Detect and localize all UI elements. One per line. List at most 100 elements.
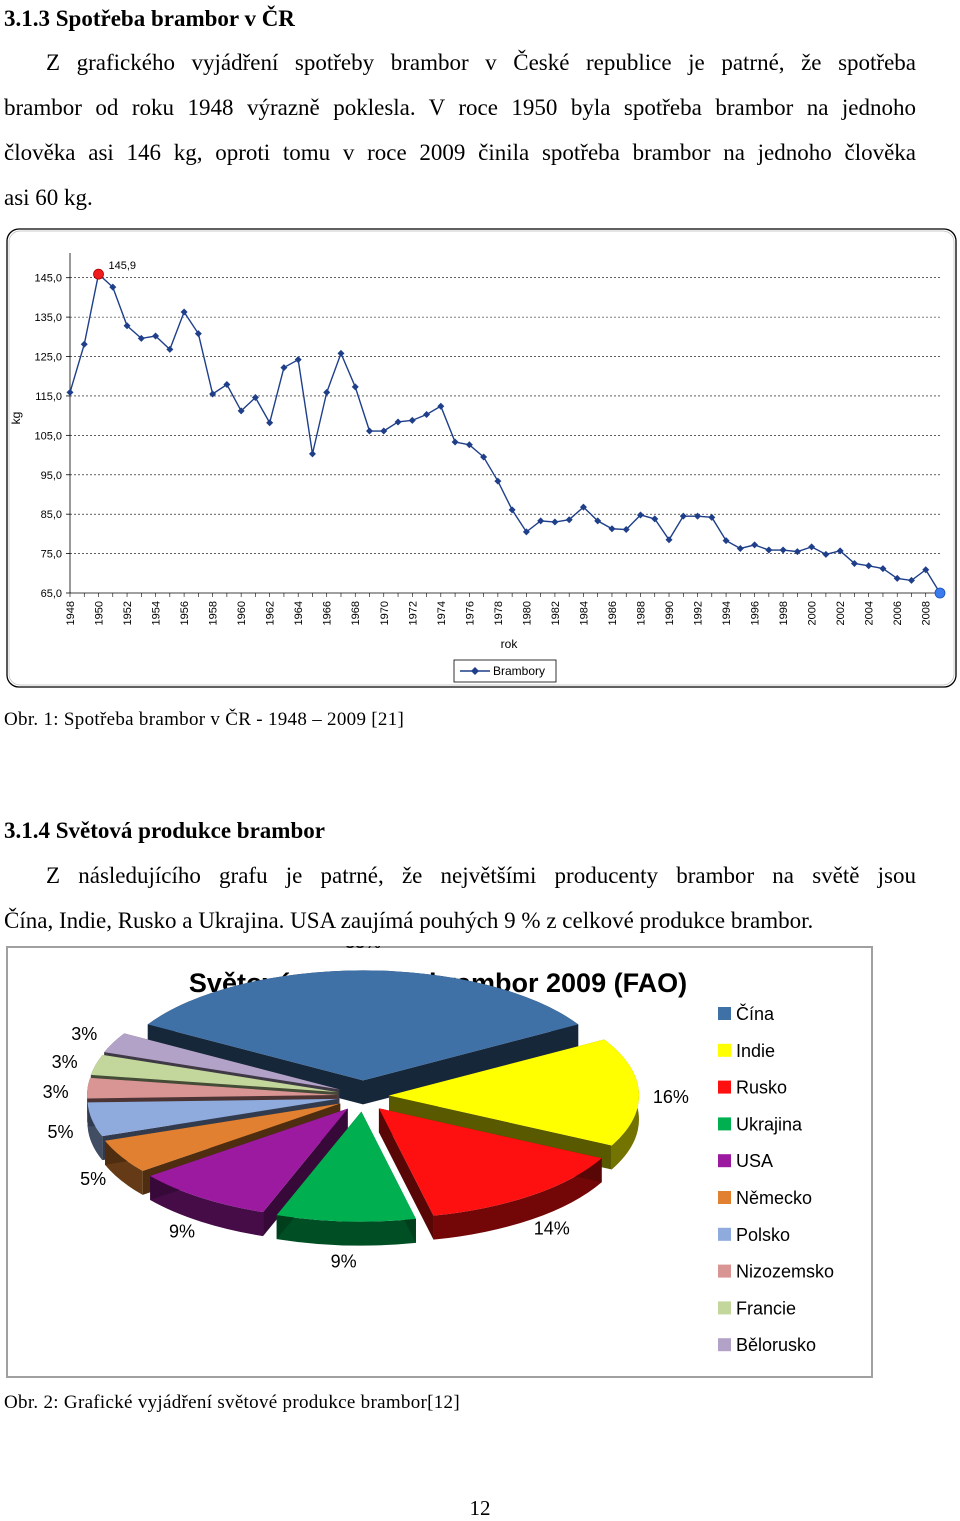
data-point xyxy=(251,394,259,402)
y-tick-label: 95,0 xyxy=(41,470,62,482)
data-point xyxy=(850,559,858,567)
data-point xyxy=(594,517,602,525)
legend-label: USA xyxy=(736,1151,773,1171)
data-point xyxy=(551,518,559,526)
legend-label: Bělorusko xyxy=(736,1335,816,1355)
legend: Brambory xyxy=(453,659,557,683)
data-point xyxy=(266,419,274,427)
data-point xyxy=(865,562,873,570)
legend-label: Brambory xyxy=(493,664,545,678)
data-point xyxy=(480,453,488,461)
pie-slice-Německo xyxy=(104,1103,341,1171)
pie-slice-side xyxy=(276,1215,416,1246)
pie-slice-USA xyxy=(150,1108,348,1213)
pie-percent-label: 16% xyxy=(653,1087,689,1107)
page-number: 12 xyxy=(469,1496,491,1520)
data-point xyxy=(893,574,901,582)
data-point xyxy=(779,546,787,554)
legend-label: Německo xyxy=(736,1188,812,1208)
pie-slice-wall xyxy=(363,1024,579,1105)
x-tick-label: 1992 xyxy=(693,601,705,625)
pie-slice-side xyxy=(87,1102,103,1161)
legend-label: Rusko xyxy=(736,1078,787,1098)
pie-slice-Ukrajina xyxy=(276,1111,416,1222)
legend-label: Polsko xyxy=(736,1225,790,1245)
data-point xyxy=(679,512,687,520)
paragraph: Z následujícího grafu je patrné, že nejv… xyxy=(4,853,916,943)
data-point xyxy=(651,515,659,523)
figure-caption: Obr. 1: Spotřeba brambor v ČR - 1948 – 2… xyxy=(4,709,405,730)
pie-slice-Indie xyxy=(388,1039,639,1146)
x-tick-label: 1956 xyxy=(179,601,191,625)
pie-slice-Rusko xyxy=(378,1108,602,1216)
pie-slice-Francie xyxy=(90,1054,338,1093)
x-tick-label: 1950 xyxy=(94,601,106,625)
data-point xyxy=(622,526,630,534)
data-point xyxy=(308,450,316,458)
legend-swatch xyxy=(718,1117,731,1131)
data-point xyxy=(123,322,131,330)
x-tick-label: 1986 xyxy=(607,601,619,625)
paragraph-line: Čína, Indie, Rusko a Ukrajina. USA zaují… xyxy=(4,908,814,933)
x-tick-label: 2008 xyxy=(921,601,933,625)
legend-label: Čína xyxy=(736,1003,775,1024)
data-point xyxy=(223,381,231,389)
data-point xyxy=(323,388,331,396)
section-heading: 3.1.4 Světová produkce brambor xyxy=(4,818,325,843)
x-tick-label: 2004 xyxy=(864,601,876,625)
x-tick-label: 2002 xyxy=(835,601,847,625)
legend-label: Indie xyxy=(736,1041,775,1061)
pie-percent-label: 9% xyxy=(169,1221,195,1241)
legend-label: Nizozemsko xyxy=(736,1262,834,1282)
x-tick-label: 1964 xyxy=(293,601,305,625)
x-tick-label: 2006 xyxy=(892,601,904,625)
data-point-last xyxy=(934,587,946,599)
legend-swatch xyxy=(718,1338,731,1352)
data-point xyxy=(608,525,616,533)
x-tick-label: 1976 xyxy=(464,601,476,625)
legend-label: Ukrajina xyxy=(736,1114,803,1134)
pie-percent-label: 3% xyxy=(43,1082,69,1102)
data-point xyxy=(66,388,74,396)
x-tick-label: 1948 xyxy=(65,601,77,625)
data-point xyxy=(722,537,730,545)
data-point xyxy=(380,427,388,435)
data-point xyxy=(366,427,374,435)
legend-label: Francie xyxy=(736,1298,796,1318)
data-point xyxy=(822,550,830,558)
y-tick-label: 135,0 xyxy=(34,312,62,324)
section-heading: 3.1.3 Spotřeba brambor v ČR xyxy=(4,6,295,31)
legend-swatch xyxy=(718,1191,731,1204)
x-tick-label: 1980 xyxy=(521,601,533,625)
paragraph: Z grafického vyjádření spotřeby brambor … xyxy=(4,40,916,220)
x-tick-label: 1960 xyxy=(236,601,248,625)
pie-percent-label: 33% xyxy=(345,946,381,952)
legend-swatch xyxy=(718,1007,731,1020)
legend-swatch xyxy=(718,1227,731,1241)
pie-percent-label: 5% xyxy=(47,1122,73,1142)
x-tick-label: 1988 xyxy=(635,601,647,625)
y-tick-label: 65,0 xyxy=(41,588,62,600)
data-point xyxy=(80,340,88,348)
figure-caption: Obr. 2: Grafické vyjádření světové produ… xyxy=(4,1392,460,1413)
data-point xyxy=(465,441,473,449)
x-tick-label: 1970 xyxy=(379,601,391,625)
data-point xyxy=(922,566,930,574)
x-tick-label: 1990 xyxy=(664,601,676,625)
paragraph-line: Z grafického vyjádření spotřeby brambor … xyxy=(46,50,916,75)
x-axis-label: rok xyxy=(501,637,519,651)
data-point xyxy=(565,516,573,524)
data-point xyxy=(665,536,673,544)
data-point xyxy=(522,528,530,536)
x-tick-label: 1968 xyxy=(350,601,362,625)
pie-percent-label: 3% xyxy=(52,1052,78,1072)
legend-marker xyxy=(471,667,479,675)
data-point xyxy=(808,543,816,551)
x-tick-label: 1984 xyxy=(578,601,590,625)
legend-swatch xyxy=(718,1154,731,1168)
x-tick-label: 1996 xyxy=(750,601,762,625)
data-point xyxy=(451,438,459,446)
data-point xyxy=(194,330,202,338)
data-point xyxy=(636,511,644,519)
data-point xyxy=(137,334,145,342)
